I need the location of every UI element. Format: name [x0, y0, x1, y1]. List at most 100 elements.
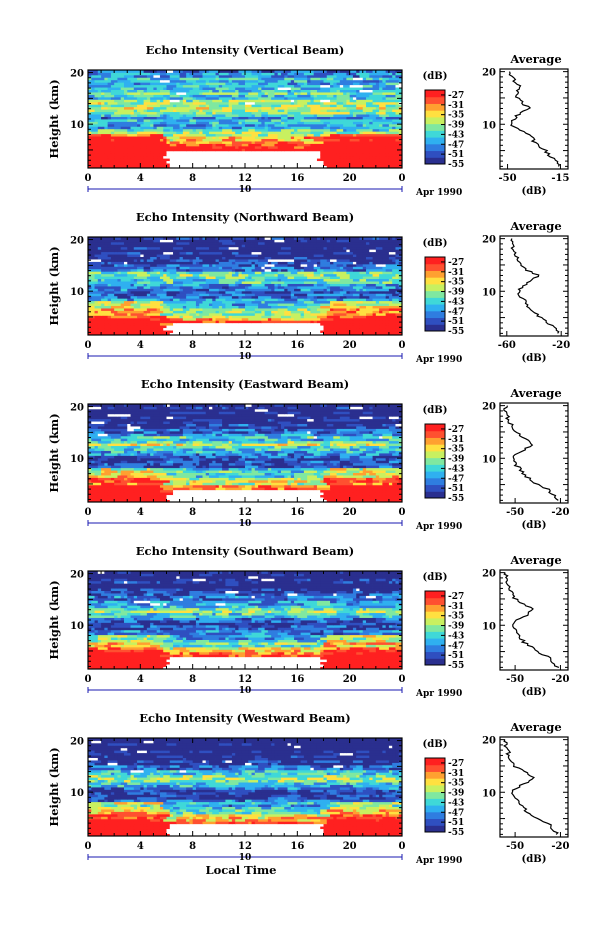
heatmap-cell [235, 428, 246, 432]
heatmap-cell [173, 261, 184, 265]
heatmap-cell [146, 462, 151, 466]
heatmap-cell [140, 416, 151, 420]
heatmap-cell [235, 300, 249, 304]
heatmap-cell [392, 332, 396, 336]
heatmap-cell [346, 295, 360, 299]
heatmap-cell [316, 408, 328, 412]
heatmap-cell [88, 251, 102, 255]
heatmap-cell [189, 303, 197, 306]
heatmap-cell [209, 312, 223, 316]
heatmap-cell [205, 499, 210, 503]
heatmap-cell [173, 482, 187, 486]
heatmap-cell [228, 99, 239, 103]
heatmap-cell [248, 317, 262, 321]
heatmap-cell [310, 411, 315, 415]
heatmap-cell [346, 430, 360, 434]
heatmap-cell [199, 312, 210, 316]
heatmap-cell [362, 84, 373, 88]
heatmap-cell [245, 327, 252, 331]
heatmap-cell [130, 101, 144, 105]
heatmap-cell [310, 251, 318, 255]
heatmap-cell [326, 462, 334, 466]
heatmap-cell [372, 487, 387, 491]
heatmap-cell [241, 487, 252, 491]
heatmap-cell [392, 150, 396, 154]
heatmap-cell [101, 92, 105, 95]
heatmap-cell [258, 77, 262, 81]
heatmap-cell [251, 104, 262, 108]
heatmap-cell [107, 123, 112, 127]
heatmap-cell [398, 492, 403, 496]
heatmap-cell [366, 278, 377, 282]
heatmap-cell [277, 330, 285, 333]
heatmap-cell [205, 123, 213, 127]
heatmap-cell [159, 303, 167, 306]
heatmap-cell [199, 416, 210, 420]
heatmap-cell [199, 84, 210, 88]
heatmap-cell [316, 470, 324, 473]
heatmap-cell [114, 121, 128, 125]
heatmap-cell [143, 322, 148, 326]
heatmap-cell [251, 327, 256, 331]
heatmap-cell [137, 121, 144, 125]
heatmap-cell [382, 320, 387, 324]
heatmap-cell [104, 114, 112, 117]
heatmap-cell [101, 249, 109, 253]
heatmap-cell [277, 266, 285, 270]
heatmap-cell [320, 271, 331, 275]
heatmap-cell [352, 479, 357, 483]
heatmap-cell [294, 273, 305, 277]
heatmap-cell [159, 256, 167, 260]
heatmap-cell [238, 82, 246, 86]
heatmap-cell [388, 278, 393, 282]
heatmap-cell [199, 325, 210, 329]
heatmap-cell [101, 497, 112, 500]
heatmap-cell [94, 411, 102, 415]
heatmap-cell [271, 310, 279, 314]
heatmap-cell [297, 460, 301, 464]
heatmap-cell [117, 239, 122, 243]
heatmap-cell [267, 443, 279, 447]
heatmap-cell [303, 141, 315, 144]
heatmap-cell [284, 330, 298, 333]
heatmap-cell [395, 94, 403, 98]
heatmap-cell [88, 77, 92, 81]
heatmap-cell [277, 273, 285, 277]
heatmap-cell [366, 246, 377, 250]
heatmap-cell [91, 74, 102, 78]
heatmap-cell [316, 475, 324, 478]
heatmap-cell [238, 99, 249, 103]
heatmap-cell [395, 261, 400, 265]
heatmap-cell [359, 325, 367, 329]
heatmap-cell [323, 246, 328, 250]
heatmap-cell [398, 440, 403, 444]
heatmap-cell [271, 312, 275, 316]
heatmap-cell [163, 155, 174, 159]
avg-x-tick-label: -15 [551, 173, 569, 184]
heatmap-cell [209, 293, 223, 297]
heatmap-cell [352, 249, 364, 253]
x-tick-label: 0 [85, 173, 92, 184]
heatmap-cell [101, 133, 112, 137]
heatmap-cell [153, 472, 167, 476]
heatmap-cell [356, 283, 367, 287]
heatmap-cell [395, 448, 403, 451]
heatmap-cell [320, 92, 331, 95]
heatmap-cell [395, 246, 403, 250]
heatmap-cell [280, 261, 288, 265]
heatmap-cell [248, 467, 252, 471]
heatmap-cell [339, 138, 351, 142]
heatmap-cell [88, 497, 95, 500]
heatmap-cell [310, 126, 324, 130]
heatmap-cell [313, 330, 321, 333]
heatmap-cell [222, 89, 236, 93]
y-axis-label: Height (km) [47, 246, 61, 325]
heatmap-cell [362, 150, 370, 154]
heatmap-cell [287, 320, 298, 324]
heatmap-cell [163, 482, 171, 486]
heatmap-cell [104, 426, 115, 429]
heatmap-cell [316, 268, 324, 272]
heatmap-cell [375, 489, 383, 493]
heatmap-cell [123, 489, 135, 493]
